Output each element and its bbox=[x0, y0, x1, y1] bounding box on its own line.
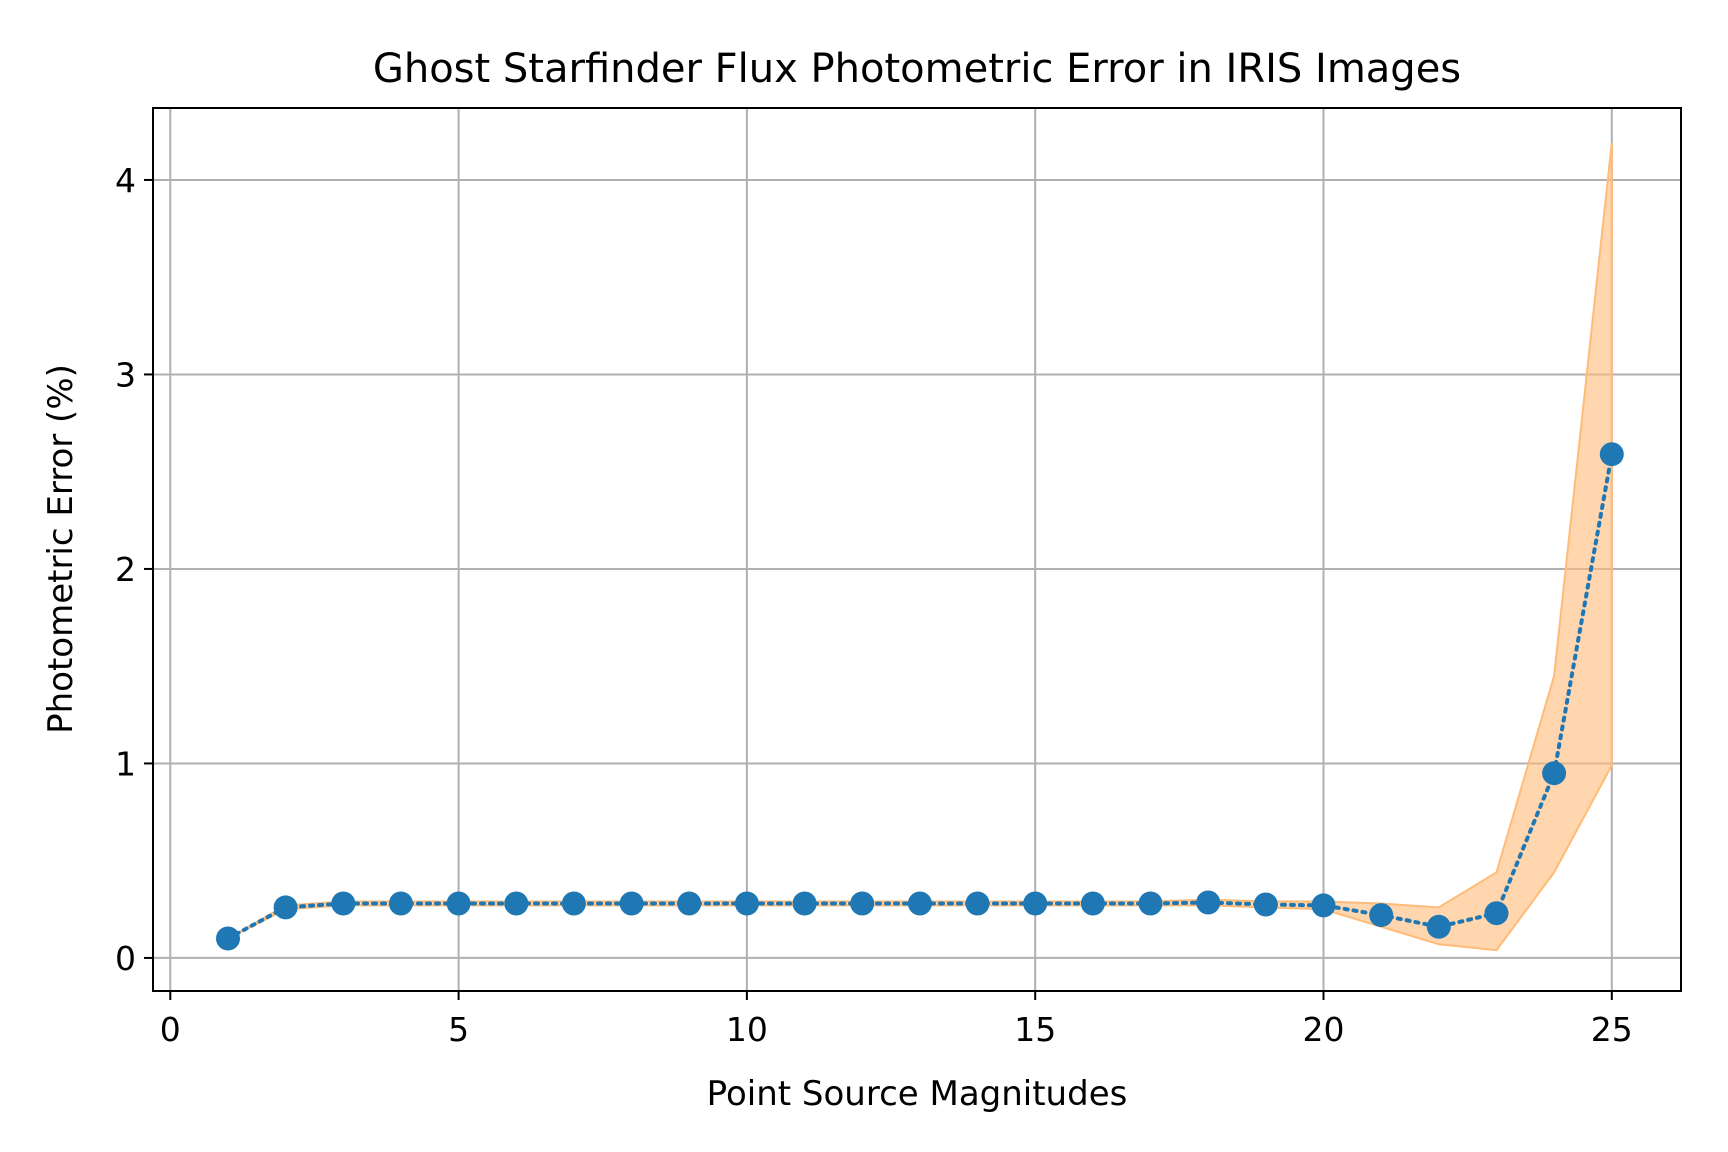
y-tick-label: 4 bbox=[115, 161, 136, 200]
data-point bbox=[1369, 903, 1394, 928]
data-point bbox=[388, 891, 413, 916]
data-point bbox=[1196, 890, 1221, 915]
x-axis-ticks: 0 5 10 15 20 25 bbox=[160, 991, 1633, 1049]
data-point bbox=[907, 891, 932, 916]
series-markers bbox=[216, 442, 1624, 951]
y-tick-label: 3 bbox=[115, 355, 136, 394]
series-line bbox=[226, 452, 1614, 941]
data-point bbox=[1311, 893, 1336, 918]
x-tick-label: 15 bbox=[1014, 1010, 1056, 1049]
x-axis-label: Point Source Magnitudes bbox=[707, 1074, 1128, 1114]
x-tick-label: 0 bbox=[160, 1010, 181, 1049]
data-point bbox=[504, 891, 529, 916]
y-axis-ticks: 0 1 2 3 4 bbox=[115, 161, 153, 978]
y-tick-label: 1 bbox=[115, 744, 136, 783]
data-point bbox=[1599, 442, 1624, 467]
x-tick-label: 25 bbox=[1591, 1010, 1633, 1049]
data-point bbox=[1138, 891, 1163, 916]
data-point bbox=[677, 891, 702, 916]
data-point bbox=[1253, 892, 1278, 917]
data-point bbox=[619, 891, 644, 916]
data-point bbox=[792, 891, 817, 916]
chart-title: Ghost Starfinder Flux Photometric Error … bbox=[373, 46, 1461, 92]
error-band bbox=[227, 142, 1613, 952]
data-point bbox=[1484, 901, 1509, 926]
data-point bbox=[734, 891, 759, 916]
grid bbox=[153, 108, 1681, 991]
data-point bbox=[216, 926, 240, 951]
data-point bbox=[1542, 761, 1567, 786]
data-point bbox=[1426, 914, 1451, 939]
x-tick-label: 20 bbox=[1303, 1010, 1345, 1049]
plot-frame bbox=[152, 107, 1682, 992]
data-point bbox=[446, 891, 471, 916]
data-point bbox=[1080, 891, 1105, 916]
y-axis-label: Photometric Error (%) bbox=[41, 364, 81, 734]
data-point bbox=[331, 891, 356, 916]
x-tick-label: 5 bbox=[448, 1010, 469, 1049]
y-tick-label: 2 bbox=[115, 550, 136, 589]
data-point bbox=[850, 891, 875, 916]
data-point bbox=[273, 895, 298, 920]
data-point bbox=[1023, 891, 1048, 916]
x-tick-label: 10 bbox=[726, 1010, 768, 1049]
y-tick-label: 0 bbox=[115, 939, 136, 978]
data-point bbox=[965, 891, 990, 916]
data-point bbox=[561, 891, 586, 916]
